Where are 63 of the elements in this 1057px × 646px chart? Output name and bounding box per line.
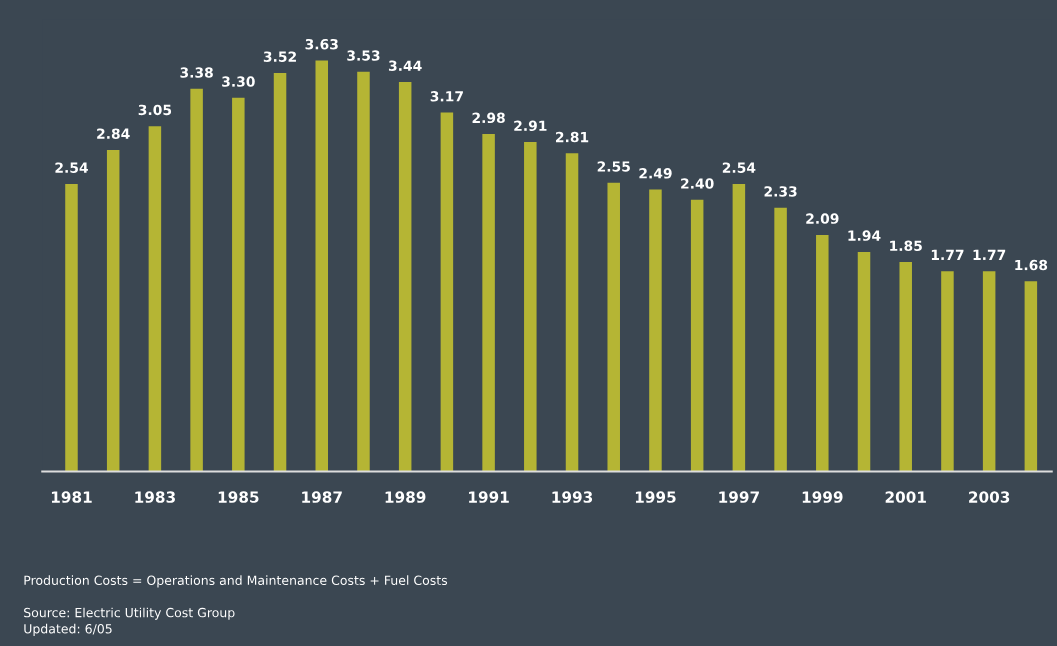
bar <box>190 88 203 472</box>
bar <box>357 71 370 472</box>
data-label: 2.84 <box>97 128 130 139</box>
bar <box>941 271 954 472</box>
data-label: 3.52 <box>263 51 296 62</box>
data-label: 2.49 <box>639 168 672 179</box>
data-label: 3.53 <box>347 50 380 61</box>
data-label: 2.91 <box>514 120 547 131</box>
x-tick-label: 2001 <box>885 491 926 503</box>
bar <box>982 271 996 472</box>
bar <box>106 149 120 472</box>
text: Production Costs = Operations and Maintenance Costs + Fuel Costs <box>24 575 448 588</box>
x-tick-label: 1995 <box>635 491 676 503</box>
x-tick-label: 1989 <box>385 491 426 503</box>
x-tick-label: 1987 <box>302 491 342 503</box>
data-label: 1.77 <box>973 249 1006 260</box>
x-tick-label: 1991 <box>469 491 509 503</box>
data-label: 3.44 <box>388 60 422 71</box>
x-tick-label: 1997 <box>719 491 759 503</box>
data-label: 3.30 <box>222 76 255 87</box>
x-tick-label: 1985 <box>218 491 259 503</box>
data-label: 2.09 <box>806 213 839 224</box>
x-tick-label: 1993 <box>552 491 593 503</box>
bar <box>148 126 162 472</box>
data-label: 2.98 <box>472 112 505 124</box>
data-label: 1.68 <box>1015 259 1048 271</box>
bar <box>440 112 454 472</box>
data-label: 2.54 <box>55 162 88 173</box>
x-tick-label: 2003 <box>969 491 1010 503</box>
bar <box>607 182 620 472</box>
data-label: 2.33 <box>764 186 797 197</box>
x-tick-label: 1983 <box>135 491 175 503</box>
bar <box>1024 281 1038 472</box>
bar <box>732 183 746 472</box>
data-label: 3.63 <box>305 38 338 50</box>
data-label: 2.54 <box>722 162 756 173</box>
bar <box>273 72 287 472</box>
bar <box>774 207 787 472</box>
bar <box>398 82 412 472</box>
bar <box>899 262 912 472</box>
data-label: 3.17 <box>430 91 463 102</box>
x-tick-label: 1999 <box>802 491 843 503</box>
bar <box>232 97 245 472</box>
data-label: 2.55 <box>597 161 630 172</box>
bar <box>524 142 537 472</box>
source-note: Source: Electric Utility Cost Group <box>24 607 235 620</box>
text: Updated: 6/05 <box>24 623 112 636</box>
x-tick-label: 1981 <box>51 491 92 503</box>
bar <box>65 183 78 472</box>
data-label: 1.77 <box>931 249 964 260</box>
data-label: 2.40 <box>681 178 714 189</box>
data-label: 3.05 <box>138 104 172 116</box>
bar <box>816 234 829 472</box>
data-label: 2.81 <box>555 131 589 143</box>
bar <box>690 199 704 472</box>
data-label: 1.85 <box>890 240 922 252</box>
bar <box>482 134 495 472</box>
bar <box>857 251 871 472</box>
bar <box>649 189 662 472</box>
data-label: 1.94 <box>848 230 881 241</box>
bar <box>565 153 579 472</box>
bar <box>315 60 329 472</box>
data-label: 3.38 <box>180 67 213 78</box>
